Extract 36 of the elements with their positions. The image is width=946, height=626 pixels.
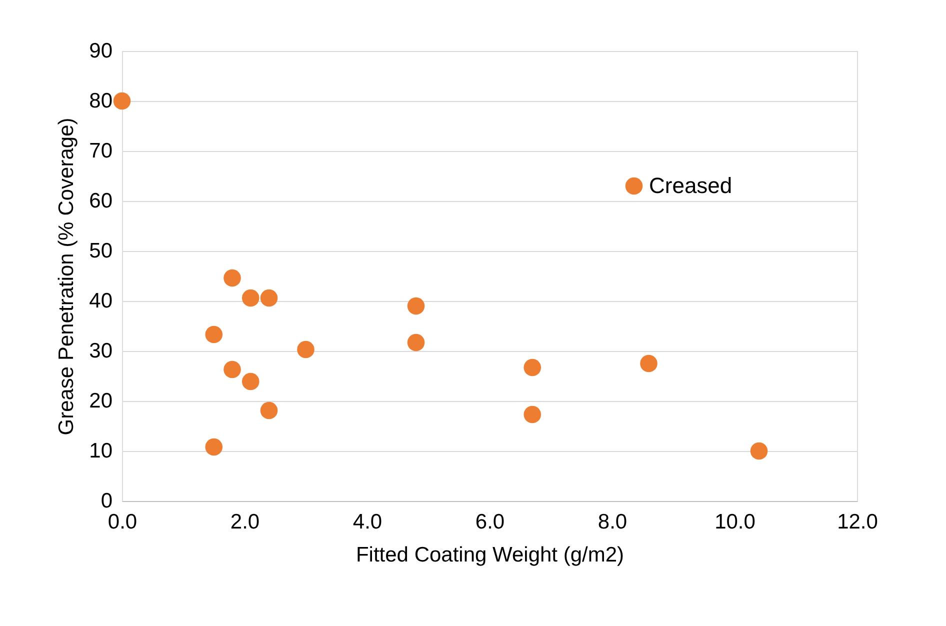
point [260,289,278,307]
y-tick-label: 60 [89,190,112,212]
legend-label: Creased [649,173,732,198]
point [640,354,658,372]
x-tick-label: 0.0 [108,510,138,534]
x-tick-label: 12.0 [837,510,878,534]
y-axis-title: Grease Penetration (% Coverage) [55,118,78,436]
y-tick-label: 10 [89,440,112,462]
y-tick-label: 30 [89,340,112,362]
point [224,269,241,287]
point [524,358,542,376]
x-tick-label: 2.0 [230,510,260,534]
y-tick-label: 80 [89,90,112,112]
x-tick-label: 8.0 [598,510,628,534]
point [242,372,260,390]
point [750,442,768,460]
point [224,360,241,378]
y-tick-label: 40 [89,290,112,312]
point [205,438,223,456]
point [205,326,223,344]
point [524,406,542,424]
x-tick-label: 4.0 [352,510,382,534]
point [407,297,425,315]
y-tick-label: 90 [89,40,112,62]
point [260,402,278,420]
y-tick-label: 20 [89,390,112,412]
point [113,92,131,110]
x-axis-title: Fitted Coating Weight (g/m2) [356,544,624,566]
x-tick-label: 6.0 [475,510,505,534]
y-tick-label: 0 [100,490,112,512]
point [297,340,314,358]
y-tick-label: 70 [89,140,112,162]
x-tick-label: 10.0 [714,510,756,534]
point [407,334,425,352]
point [242,289,260,307]
y-tick-label: 50 [89,240,112,262]
